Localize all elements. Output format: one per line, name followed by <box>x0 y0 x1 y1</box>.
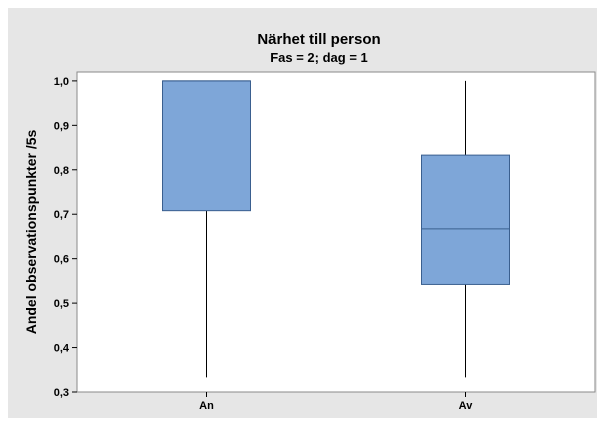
y-tick-label: 0,7 <box>54 209 69 221</box>
chart-title: Närhet till person <box>257 31 380 48</box>
y-axis-label: Andel observationspunkter /5s <box>23 129 39 334</box>
y-tick-label: 1,0 <box>54 76 69 88</box>
y-tick-label: 0,5 <box>54 298 69 310</box>
chart-subtitle: Fas = 2; dag = 1 <box>270 50 368 65</box>
y-tick-label: 0,9 <box>54 120 69 132</box>
x-tick-label: An <box>199 400 214 412</box>
iqr-box <box>422 155 510 284</box>
y-tick-label: 0,4 <box>54 343 70 355</box>
plot-area <box>77 72 595 392</box>
iqr-box <box>163 81 251 211</box>
y-tick-label: 0,8 <box>54 165 69 177</box>
x-tick-label: Av <box>459 400 474 412</box>
y-tick-label: 0,3 <box>54 387 69 399</box>
y-tick-label: 0,6 <box>54 254 69 266</box>
